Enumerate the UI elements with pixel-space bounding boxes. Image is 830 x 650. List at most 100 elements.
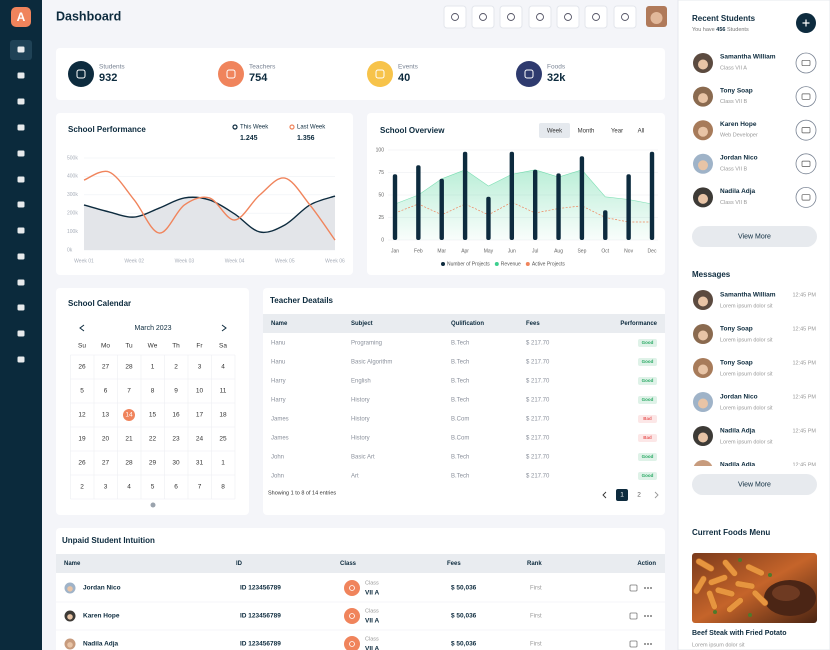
tab-label: Month [578, 129, 595, 135]
view-more-button[interactable]: View More [692, 226, 817, 247]
class-label: Class [365, 636, 379, 642]
header-button[interactable] [471, 5, 495, 29]
weekday: Sa [219, 343, 227, 350]
fry [695, 558, 715, 572]
sender-name: Tony Soap [720, 360, 753, 367]
dot [647, 587, 649, 589]
nav-item[interactable] [17, 150, 25, 157]
more-button[interactable] [644, 643, 652, 645]
nav-item[interactable] [17, 124, 25, 131]
herb [748, 613, 752, 617]
table-footer: Showing 1 to 8 of 14 entries [268, 490, 336, 496]
table-cell: B.Com [451, 417, 469, 423]
calendar-day: 18 [219, 412, 227, 419]
student-name: Tony Soap [720, 87, 753, 94]
avatar [64, 582, 76, 594]
nav-item[interactable] [17, 279, 25, 286]
more-button[interactable] [644, 615, 652, 617]
dish-name: Beef Steak with Fried Potato [692, 630, 787, 637]
table-cell: History [351, 436, 370, 442]
stat-value: 32k [547, 72, 566, 84]
mail-glyph [801, 93, 811, 100]
nav-item[interactable] [17, 201, 25, 208]
stat-value: 754 [249, 72, 268, 84]
print-button[interactable] [629, 640, 638, 648]
nav-icon [17, 124, 25, 131]
nav-icon [17, 150, 25, 157]
page-button[interactable]: 2 [637, 492, 641, 499]
calendar-day: 9 [174, 388, 178, 395]
x-tick-label: Jul [532, 248, 538, 254]
message-button[interactable] [795, 52, 817, 74]
dot [650, 615, 652, 617]
nav-item[interactable] [17, 176, 25, 183]
avatar [64, 610, 76, 622]
nav-item[interactable] [17, 227, 25, 234]
message-button[interactable] [795, 86, 817, 107]
page-prev[interactable] [602, 491, 607, 499]
badge-bg [638, 358, 657, 366]
table-cell: $ 217.70 [526, 474, 550, 480]
nav-icon [17, 72, 25, 79]
food-image [692, 553, 817, 623]
dot [644, 643, 646, 645]
calendar-day: 14 [125, 412, 133, 419]
calendar-day: 6 [174, 484, 178, 491]
y-tick-label: 50 [378, 192, 384, 198]
message-button[interactable] [795, 153, 817, 175]
calendar-day: 29 [149, 460, 157, 467]
avatar-face [698, 126, 708, 137]
avatar-face [698, 160, 708, 171]
legend-marker [232, 124, 238, 130]
add-student[interactable] [796, 13, 816, 33]
nav-item[interactable] [17, 356, 25, 363]
page-button[interactable]: 1 [616, 489, 628, 501]
header-button[interactable] [499, 5, 523, 29]
calendar-day: 19 [78, 436, 86, 443]
tab[interactable] [539, 123, 570, 138]
table-cell: History [351, 417, 370, 423]
legend-label: Number of Projects [447, 261, 490, 267]
more-button[interactable] [644, 587, 652, 589]
header-button[interactable] [613, 5, 637, 29]
nav-item[interactable] [17, 330, 25, 337]
header-button[interactable] [584, 5, 608, 29]
avatar-face [698, 59, 708, 70]
print-button[interactable] [629, 612, 638, 620]
page-next[interactable] [654, 491, 659, 499]
nav-icon [17, 227, 25, 234]
avatar [693, 426, 713, 446]
nav-item[interactable] [10, 40, 32, 60]
student-info: Class VII A [720, 65, 747, 71]
profile-avatar[interactable] [646, 6, 667, 27]
header-button[interactable] [443, 5, 467, 29]
print-button[interactable] [629, 584, 638, 592]
calendar-day: 16 [172, 412, 180, 419]
message-button[interactable] [795, 119, 817, 141]
view-more-button[interactable]: View More [692, 474, 817, 495]
header-button[interactable] [556, 5, 580, 29]
fees: $ 50,036 [451, 613, 477, 620]
rank: First [530, 614, 542, 620]
table-cell: James [271, 417, 289, 423]
nav-item[interactable] [17, 304, 25, 311]
calendar-day: 21 [125, 436, 133, 443]
fry [693, 575, 707, 595]
class-icon [344, 608, 360, 624]
nav-item[interactable] [17, 72, 25, 79]
legend-marker [289, 124, 295, 130]
nav-icon [17, 46, 25, 53]
message-button[interactable] [795, 186, 817, 208]
y-tick-label: 75 [378, 170, 384, 176]
x-tick-label: Apr [461, 248, 469, 254]
rank: First [530, 642, 542, 648]
next-month[interactable] [221, 324, 227, 332]
class-label: Class [365, 580, 379, 586]
nav-item[interactable] [17, 98, 25, 105]
prev-month[interactable] [79, 324, 85, 332]
header-button[interactable] [528, 5, 552, 29]
message-text: Lorem ipsum dolor sit [720, 405, 773, 411]
area-fill [84, 196, 335, 250]
nav-item[interactable] [17, 253, 25, 260]
